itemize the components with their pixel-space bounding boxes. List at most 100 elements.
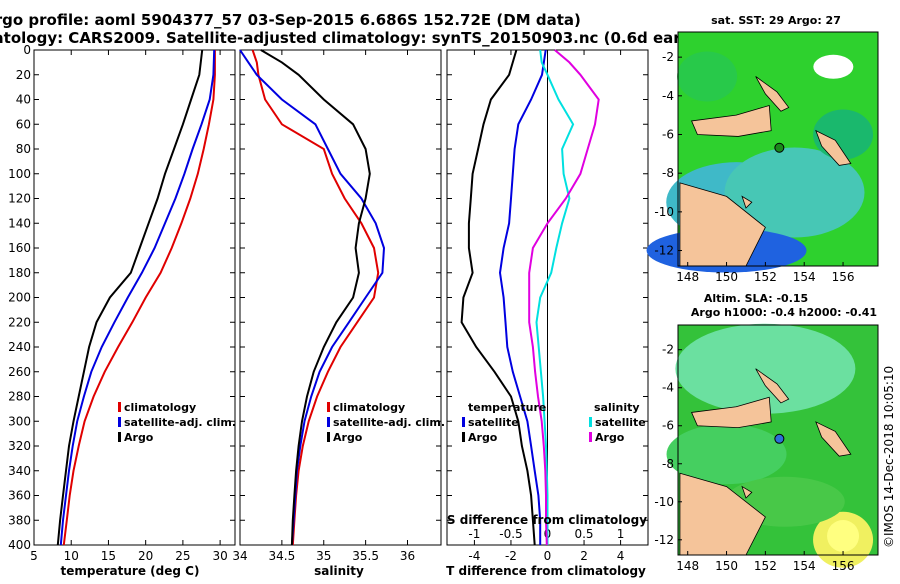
legend-salinity-title: salinity bbox=[594, 401, 640, 414]
map-ytick-label: -8 bbox=[662, 457, 674, 471]
map-xtick-label: 152 bbox=[754, 270, 777, 284]
argo-position-marker bbox=[774, 433, 785, 444]
sla-map-title-2: Argo h1000: -0.4 h2000: -0.41 bbox=[691, 306, 877, 319]
land-islet bbox=[741, 195, 753, 209]
temperature-axes bbox=[33, 49, 236, 546]
legend-swatch-satellite bbox=[327, 417, 330, 427]
legend-swatch-sal-satellite bbox=[589, 417, 592, 427]
map-xtick-label: 150 bbox=[715, 559, 738, 573]
map-ytick-label: -10 bbox=[654, 205, 674, 219]
xtick-label: 25 bbox=[175, 549, 190, 563]
legend-temp-satellite: satellite bbox=[468, 416, 519, 429]
legend-temp-argo: Argo bbox=[468, 431, 498, 444]
map-xtick-label: 156 bbox=[832, 270, 855, 284]
sst-map-title: sat. SST: 29 Argo: 27 bbox=[711, 14, 841, 27]
ytick-label: 320 bbox=[8, 439, 31, 453]
map-ytick-label: -4 bbox=[662, 381, 674, 395]
map-xtick-label: 148 bbox=[676, 270, 699, 284]
legend-sal-satellite: satellite bbox=[595, 416, 646, 429]
map-ytick-label: -2 bbox=[662, 343, 674, 357]
series-temperature-satellite bbox=[498, 49, 547, 545]
legend-swatch-argo bbox=[118, 432, 121, 442]
ytick-label: 120 bbox=[8, 192, 31, 206]
ytick-label: 200 bbox=[8, 291, 31, 305]
xtick-label: 34 bbox=[232, 549, 247, 563]
salinity-legend: climatology satellite-adj. clim. Argo bbox=[327, 401, 445, 444]
xtick-label: 34.5 bbox=[269, 549, 296, 563]
xtick-label: 36 bbox=[400, 549, 415, 563]
map-xtick-label: 150 bbox=[715, 270, 738, 284]
xtick-label: 30 bbox=[212, 549, 227, 563]
map-ytick-label: -12 bbox=[654, 244, 674, 258]
ytick-label: 0 bbox=[23, 43, 31, 57]
ytick-label: 80 bbox=[16, 142, 31, 156]
ytick-label: 180 bbox=[8, 266, 31, 280]
series-satellite-adj-clim- bbox=[239, 49, 386, 546]
map-field bbox=[675, 323, 856, 414]
land-islet bbox=[741, 485, 753, 499]
map-field bbox=[666, 424, 787, 485]
land-bougainville bbox=[815, 129, 852, 166]
map-ytick-label: -2 bbox=[662, 50, 674, 64]
difference-xlabel: T difference from climatology bbox=[446, 564, 646, 578]
salinity-panel: 34 34.5 35 35.5 36 salinity climatology sate… bbox=[232, 49, 445, 578]
ytick-label: 400 bbox=[8, 538, 31, 552]
ytick-label: 280 bbox=[8, 390, 31, 404]
legend-swatch-temp-satellite bbox=[462, 417, 465, 427]
land-papua bbox=[679, 472, 766, 556]
map-ytick-label: -6 bbox=[662, 127, 674, 141]
legend-satellite: satellite-adj. clim. bbox=[333, 416, 445, 429]
xtick-label: 4 bbox=[617, 549, 625, 563]
legend-swatch-sal-argo bbox=[589, 432, 592, 442]
map-ytick-label: -6 bbox=[662, 419, 674, 433]
sla-map-panel: Altim. SLA: -0.15 Argo h1000: -0.4 h2000… bbox=[654, 292, 879, 573]
top-xtick-label: 0.5 bbox=[574, 527, 593, 541]
legend-sal-argo: Argo bbox=[595, 431, 625, 444]
map-xtick-label: 154 bbox=[793, 559, 816, 573]
map-field bbox=[813, 54, 854, 79]
land-new-britain bbox=[691, 104, 772, 137]
xtick-label: 2 bbox=[580, 549, 588, 563]
map-ytick-label: -12 bbox=[654, 533, 674, 547]
sla-map-title-1: Altim. SLA: -0.15 bbox=[704, 292, 808, 305]
temperature-xlabel: temperature (deg C) bbox=[61, 564, 200, 578]
map-field bbox=[724, 147, 865, 238]
series-temperature-argo bbox=[460, 49, 536, 546]
map-ytick-label: -4 bbox=[662, 89, 674, 103]
series-satellite-adj-clim- bbox=[59, 49, 216, 546]
legend-climatology: climatology bbox=[124, 401, 196, 414]
top-xtick-label: -0.5 bbox=[499, 527, 522, 541]
map-field bbox=[677, 51, 738, 102]
salinity-axes bbox=[239, 49, 442, 546]
legend-swatch-climatology bbox=[327, 402, 330, 412]
top-xtick-label: 1 bbox=[617, 527, 625, 541]
map-field bbox=[827, 519, 860, 552]
map-ytick-label: -8 bbox=[662, 166, 674, 180]
legend-argo: Argo bbox=[333, 431, 363, 444]
map-xtick-label: 152 bbox=[754, 559, 777, 573]
ytick-label: 240 bbox=[8, 340, 31, 354]
legend-climatology: climatology bbox=[333, 401, 405, 414]
series-argo bbox=[56, 49, 204, 546]
xtick-label: 20 bbox=[138, 549, 153, 563]
land-new-ireland bbox=[755, 368, 790, 404]
series-salinity-satellite bbox=[535, 49, 575, 545]
series-climatology bbox=[251, 49, 380, 546]
ytick-label: 60 bbox=[16, 117, 31, 131]
credit: ©IMOS 14-Dec-2018 10:05:10 bbox=[882, 366, 896, 548]
ytick-label: 20 bbox=[16, 68, 31, 82]
temperature-legend: climatology satellite-adj. clim. Argo bbox=[118, 401, 236, 444]
xtick-label: 15 bbox=[101, 549, 116, 563]
xtick-label: 35 bbox=[316, 549, 331, 563]
land-papua bbox=[679, 182, 766, 267]
ytick-label: 300 bbox=[8, 414, 31, 428]
ytick-label: 220 bbox=[8, 315, 31, 329]
xtick-label: 0 bbox=[544, 549, 552, 563]
map-xtick-label: 154 bbox=[793, 270, 816, 284]
map-xtick-label: 148 bbox=[676, 559, 699, 573]
legend-swatch-climatology bbox=[118, 402, 121, 412]
land-bougainville bbox=[815, 421, 852, 457]
legend-argo: Argo bbox=[124, 431, 154, 444]
